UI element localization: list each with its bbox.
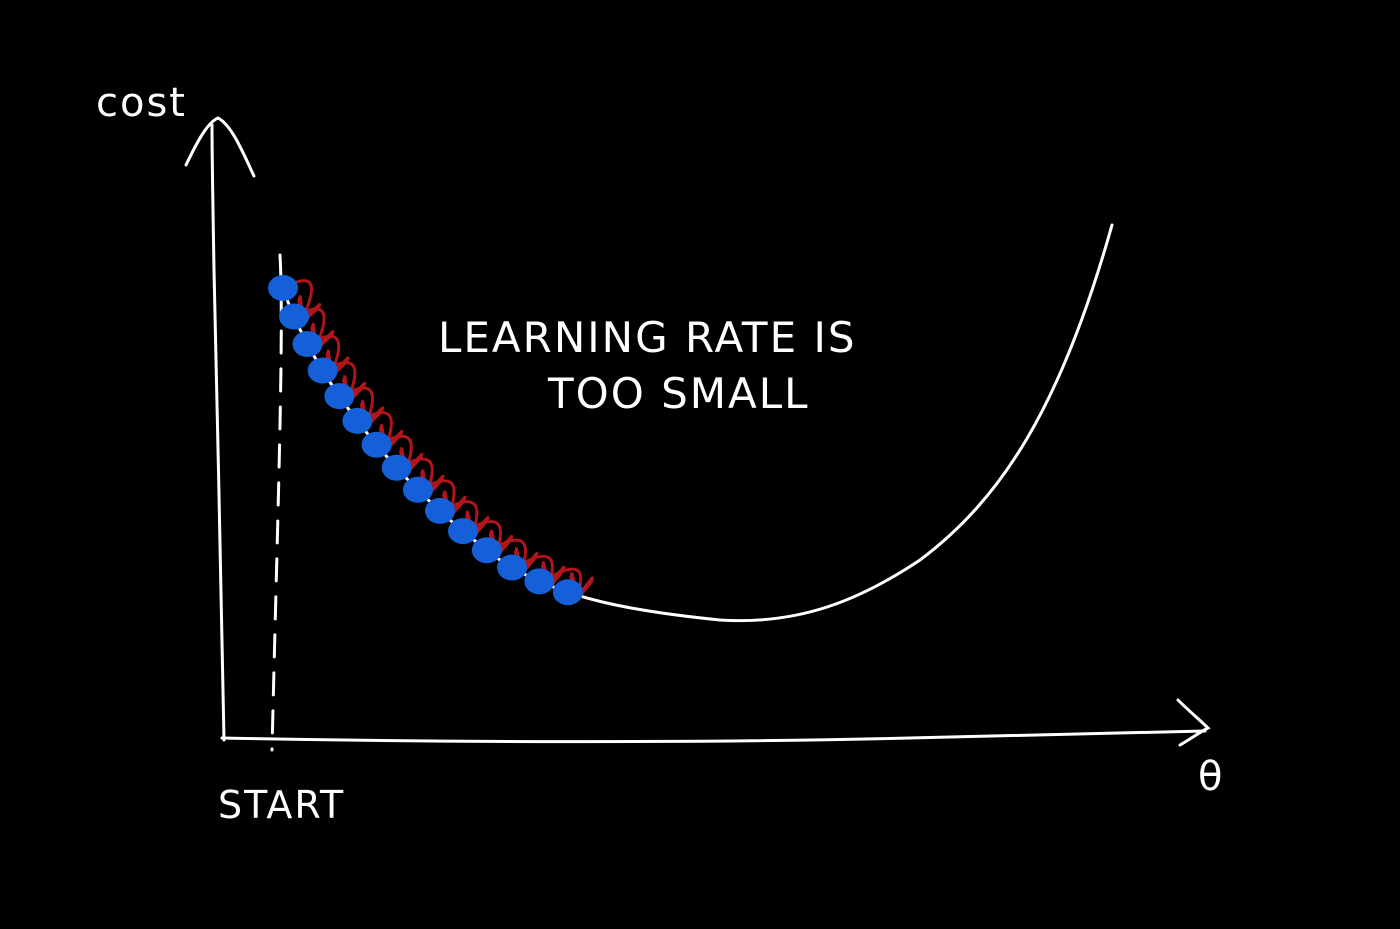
step-point [448,518,479,545]
step-arrow [409,457,433,484]
step-point [497,554,528,581]
annotation-line-1: LEARNING RATE IS [438,313,857,362]
start-label: START [218,783,345,827]
step-point [324,383,355,410]
y-axis [210,123,226,742]
step-arrow [499,538,526,561]
step-point [307,357,338,384]
step-arrow [430,479,454,505]
step-arrow [452,500,477,525]
step-point [425,497,456,524]
step-arrow [475,520,501,545]
start-dashed-line [270,253,283,752]
step-arrow [369,411,391,439]
step-arrow [295,279,312,311]
step-point [292,331,323,358]
step-point [361,431,392,458]
step-point [552,579,583,606]
step-arrow [524,554,552,575]
step-point [402,476,433,503]
step-arrow [351,386,372,415]
step-arrow [551,567,580,586]
step-points [268,275,583,606]
step-arrow [306,307,324,338]
y-axis-label: cost [96,80,187,126]
y-axis-arrowhead [184,116,256,178]
step-arrow [335,361,355,391]
step-point [524,568,555,595]
step-point [279,303,310,330]
step-arrow [319,334,338,364]
x-axis-arrowhead [1176,698,1211,747]
step-point [381,454,412,481]
step-arrow [389,434,412,461]
annotation-line-2: TOO SMALL [547,369,810,418]
step-arrows [295,279,581,587]
cost-curve [281,223,1114,623]
step-point [471,537,502,564]
step-point [268,275,298,301]
x-axis [220,729,1207,744]
x-axis-label: θ [1198,754,1224,800]
step-point [342,407,373,434]
